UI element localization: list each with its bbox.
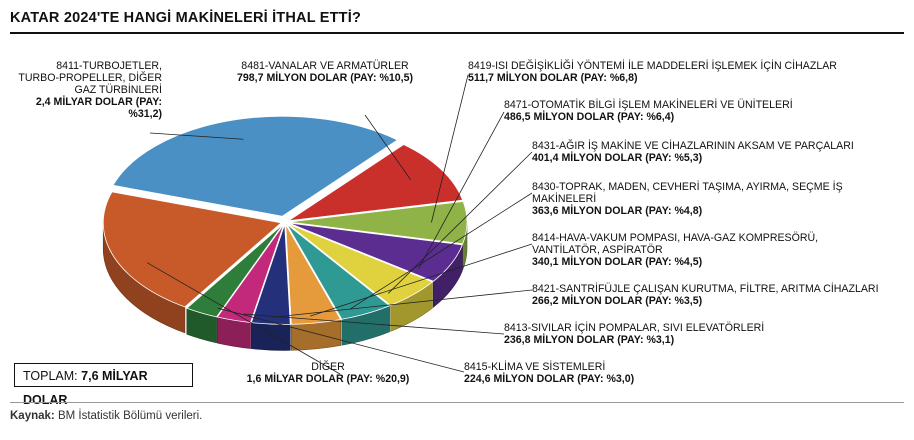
label-8471-value: 486,5 MİLYON DOLAR (PAY: %6,4) — [504, 111, 675, 123]
label-diger-name: DİĞER — [311, 361, 345, 373]
label-8421-name: 8421-SANTRİFÜJLE ÇALIŞAN KURUTMA, FİLTRE… — [532, 283, 879, 295]
leader-line-6 — [310, 243, 533, 317]
label-diger-value: 1,6 MİLYAR DOLAR (PAY: %20,9) — [246, 373, 410, 385]
pie-slice-0 — [112, 115, 399, 217]
total-label: TOPLAM: — [23, 369, 78, 383]
label-8431-value: 401,4 MİLYON DOLAR (PAY: %5,3) — [532, 152, 703, 164]
leader-line-3 — [418, 111, 505, 269]
pie-slice-2 — [288, 200, 468, 245]
label-8431-name: 8431-AĞIR İŞ MAKİNE VE CİHAZLARININ AKSA… — [532, 140, 854, 152]
leader-lines — [146, 74, 533, 375]
leader-line-9 — [217, 307, 465, 373]
label-8471-name: 8471-OTOMATİK BİLGİ İŞLEM MAKİNELERİ VE … — [504, 99, 793, 111]
pie-slice-5 — [286, 223, 391, 320]
pie-chart — [102, 74, 533, 375]
footer-rule — [10, 402, 904, 403]
label-8419-name: 8419-ISI DEĞİŞİKLİĞİ YÖNTEMİ İLE MADDELE… — [468, 60, 837, 72]
label-8411: 8411-TURBOJETLER, TURBO-PROPELLER, DİĞER… — [14, 60, 162, 120]
leader-line-5 — [350, 192, 533, 309]
label-8414-name: 8414-HAVA-VAKUM POMPASI, HAVA-GAZ KOMPRE… — [532, 232, 819, 256]
label-diger: DİĞER 1,6 MİLYAR DOLAR (PAY: %20,9) — [228, 361, 428, 385]
label-8413-name: 8413-SIVILAR İÇİN POMPALAR, SIVI ELEVATÖ… — [504, 322, 765, 334]
leader-line-10 — [146, 262, 341, 375]
label-8415-name: 8415-KLİMA VE SİSTEMLERİ — [464, 361, 606, 373]
label-8414: 8414-HAVA-VAKUM POMPASI, HAVA-GAZ KOMPRE… — [532, 232, 842, 268]
label-8431: 8431-AĞIR İŞ MAKİNE VE CİHAZLARININ AKSA… — [532, 140, 892, 164]
pie-slice-1 — [288, 144, 464, 222]
label-8430-value: 363,6 MİLYON DOLAR (PAY: %4,8) — [532, 205, 703, 217]
label-8419-value: 511,7 MİLYON DOLAR (PAY: %6,8) — [468, 72, 638, 84]
label-8413: 8413-SIVILAR İÇİN POMPALAR, SIVI ELEVATÖ… — [504, 322, 884, 346]
source-text: BM İstatistik Bölümü verileri. — [57, 410, 203, 422]
leader-line-0 — [149, 132, 244, 140]
label-8481-name: 8481-VANALAR VE ARMATÜRLER — [241, 60, 409, 72]
label-8481-value: 798,7 MİLYON DOLAR (PAY: %10,5) — [236, 72, 414, 84]
label-8481: 8481-VANALAR VE ARMATÜRLER 798,7 MİLYON … — [205, 60, 445, 84]
pie-slice-6 — [285, 224, 342, 325]
pie-slice-3 — [288, 222, 463, 282]
label-8421: 8421-SANTRİFÜJLE ÇALIŞAN KURUTMA, FİLTRE… — [532, 283, 902, 307]
pie-side-7 — [251, 322, 291, 351]
leader-line-2 — [431, 74, 469, 223]
total-box: TOPLAM: 7,6 MİLYAR DOLAR — [14, 363, 193, 407]
total-value: 7,6 MİLYAR DOLAR — [23, 369, 148, 407]
label-8411-name: 8411-TURBOJETLER, TURBO-PROPELLER, DİĞER… — [18, 60, 162, 96]
leader-line-8 — [243, 313, 505, 335]
label-8411-value: 2,4 MİLYAR DOLAR (PAY: %31,2) — [35, 96, 162, 120]
label-8415-value: 224,6 MİLYON DOLAR (PAY: %3,0) — [464, 373, 635, 385]
title-rule — [10, 32, 904, 34]
source-note: Kaynak: BM İstatistik Bölümü verileri. — [10, 410, 202, 422]
chart-title: KATAR 2024'TE HANGİ MAKİNELERİ İTHAL ETT… — [10, 10, 362, 26]
leader-line-1 — [364, 114, 412, 181]
pie-slice-10 — [102, 191, 283, 308]
leader-line-7 — [273, 289, 533, 318]
label-8415: 8415-KLİMA VE SİSTEMLERİ 224,6 MİLYON DO… — [464, 361, 764, 385]
label-8430-name: 8430-TOPRAK, MADEN, CEVHERİ TAŞIMA, AYIR… — [532, 181, 843, 205]
label-8471: 8471-OTOMATİK BİLGİ İŞLEM MAKİNELERİ VE … — [504, 99, 884, 123]
pie-slice-9 — [186, 223, 284, 318]
label-8419: 8419-ISI DEĞİŞİKLİĞİ YÖNTEMİ İLE MADDELE… — [468, 60, 868, 84]
label-8414-value: 340,1 MİLYON DOLAR (PAY: %4,5) — [532, 256, 703, 268]
source-label: Kaynak: — [10, 410, 55, 422]
label-8413-value: 236,8 MİLYON DOLAR (PAY: %3,1) — [504, 334, 675, 346]
label-8421-value: 266,2 MİLYON DOLAR (PAY: %3,5) — [532, 295, 703, 307]
label-8430: 8430-TOPRAK, MADEN, CEVHERİ TAŞIMA, AYIR… — [532, 181, 862, 217]
